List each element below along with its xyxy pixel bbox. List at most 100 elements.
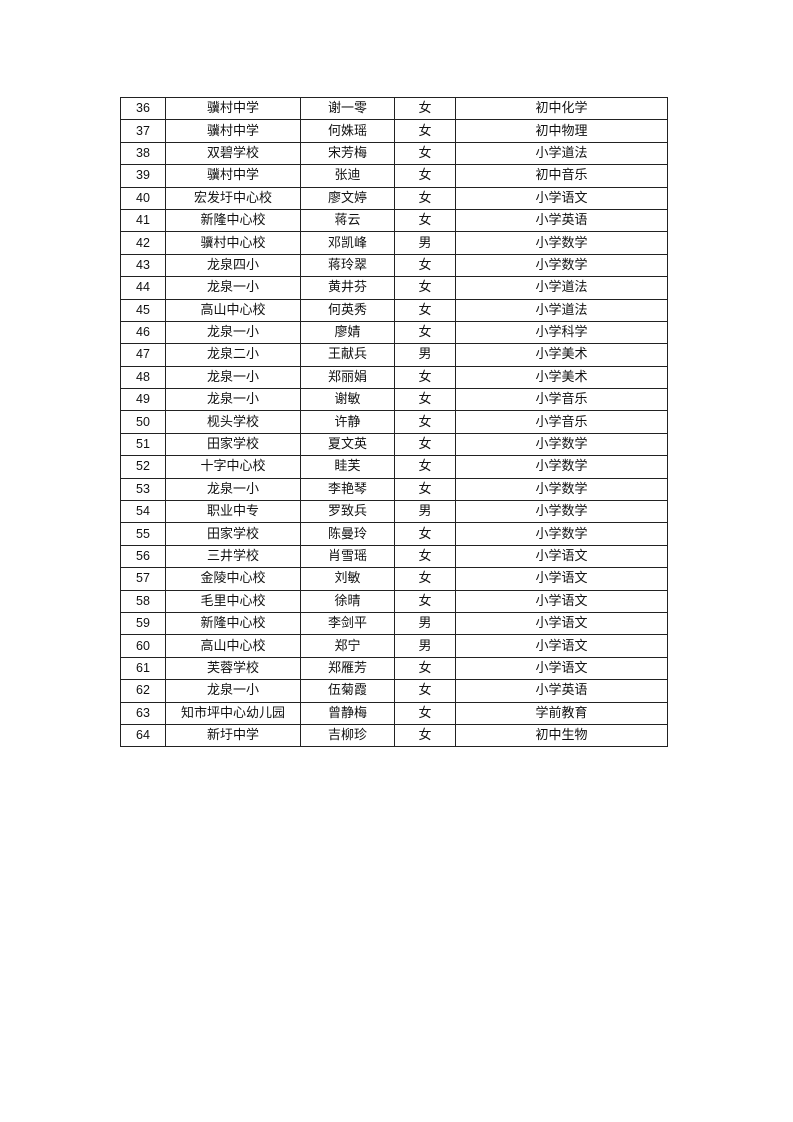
table-row: 49 龙泉一小 谢敏女小学音乐 — [120, 388, 668, 412]
cell-gender: 男 — [394, 634, 456, 658]
cell-gender: 女 — [394, 455, 456, 479]
table-row: 64 新圩中学 吉柳珍女初中生物 — [120, 723, 668, 748]
cell-subject: 小学美术 — [455, 365, 668, 390]
cell-school: 双碧学校 — [165, 141, 301, 166]
table-row: 37 骥村中学 何姝瑶女初中物理 — [120, 119, 668, 143]
cell-number: 61 — [120, 656, 166, 681]
table-row: 38 双碧学校 宋芳梅女小学道法 — [120, 141, 668, 166]
cell-subject: 初中音乐 — [455, 164, 668, 188]
cell-name: 许静 — [300, 410, 395, 434]
cell-subject: 小学数学 — [455, 231, 668, 255]
cell-subject: 小学道法 — [455, 141, 668, 166]
cell-subject: 小学数学 — [455, 455, 668, 479]
cell-name: 曾静梅 — [300, 701, 395, 725]
cell-school: 三井学校 — [165, 544, 301, 569]
cell-gender: 女 — [394, 96, 456, 121]
cell-school: 骥村中心校 — [165, 231, 301, 255]
table-row: 56 三井学校 肖雪瑶女小学语文 — [120, 544, 668, 569]
cell-number: 53 — [120, 477, 166, 502]
cell-gender: 女 — [394, 679, 456, 703]
table-row: 51 田家学校 夏文英女小学数学 — [120, 432, 668, 457]
cell-gender: 女 — [394, 164, 456, 188]
cell-school: 骥村中学 — [165, 164, 301, 188]
cell-gender: 女 — [394, 477, 456, 502]
cell-name: 蒋云 — [300, 208, 395, 233]
cell-name: 李艳琴 — [300, 477, 395, 502]
cell-number: 41 — [120, 208, 166, 233]
cell-school: 新隆中心校 — [165, 611, 301, 636]
cell-school: 龙泉一小 — [165, 276, 301, 300]
cell-gender: 女 — [394, 365, 456, 390]
cell-gender: 女 — [394, 119, 456, 143]
cell-name: 眭芙 — [300, 455, 395, 479]
cell-gender: 男 — [394, 500, 456, 524]
cell-subject: 小学语文 — [455, 656, 668, 681]
cell-gender: 女 — [394, 410, 456, 434]
cell-number: 56 — [120, 544, 166, 569]
cell-school: 新隆中心校 — [165, 208, 301, 233]
table-row: 52 十字中心校 眭芙女小学数学 — [120, 455, 668, 479]
table-row: 43 龙泉四小 蒋玲翠女小学数学 — [120, 253, 668, 278]
cell-school: 宏发圩中心校 — [165, 186, 301, 210]
cell-name: 黄井芬 — [300, 276, 395, 300]
cell-subject: 小学英语 — [455, 679, 668, 703]
cell-school: 田家学校 — [165, 522, 301, 546]
cell-number: 51 — [120, 432, 166, 457]
cell-school: 毛里中心校 — [165, 589, 301, 613]
cell-name: 何姝瑶 — [300, 119, 395, 143]
cell-gender: 男 — [394, 231, 456, 255]
cell-number: 36 — [120, 96, 166, 121]
teacher-table: 36 骥村中学 谢一零女初中化学 37 骥村中学 何姝瑶女初中物理 38 双碧学校 宋芳梅女小学… — [120, 96, 668, 748]
cell-name: 蒋玲翠 — [300, 253, 395, 278]
cell-number: 57 — [120, 567, 166, 591]
table-row: 59 新隆中心校 李剑平男小学语文 — [120, 611, 668, 636]
cell-name: 陈曼玲 — [300, 522, 395, 546]
cell-school: 十字中心校 — [165, 455, 301, 479]
table-row: 62 龙泉一小 伍菊霞女小学英语 — [120, 679, 668, 703]
table-row: 40 宏发圩中心校 廖文婷女小学语文 — [120, 186, 668, 210]
cell-gender: 女 — [394, 567, 456, 591]
cell-school: 金陵中心校 — [165, 567, 301, 591]
cell-subject: 小学语文 — [455, 611, 668, 636]
cell-gender: 男 — [394, 611, 456, 636]
table-row: 54 职业中专 罗致兵男小学数学 — [120, 500, 668, 524]
cell-number: 54 — [120, 500, 166, 524]
cell-subject: 小学语文 — [455, 567, 668, 591]
table-row: 55 田家学校 陈曼玲女小学数学 — [120, 522, 668, 546]
cell-school: 龙泉一小 — [165, 365, 301, 390]
table-row: 63 知市坪中心幼儿园 曾静梅女学前教育 — [120, 701, 668, 725]
cell-gender: 女 — [394, 253, 456, 278]
cell-gender: 女 — [394, 141, 456, 166]
cell-school: 龙泉一小 — [165, 388, 301, 412]
cell-gender: 女 — [394, 522, 456, 546]
cell-school: 龙泉二小 — [165, 343, 301, 367]
cell-number: 45 — [120, 298, 166, 322]
table-row: 42 骥村中心校 邓凯峰男小学数学 — [120, 231, 668, 255]
cell-name: 郑丽娟 — [300, 365, 395, 390]
cell-number: 37 — [120, 119, 166, 143]
cell-gender: 女 — [394, 656, 456, 681]
table-row: 60 高山中心校 郑宁男小学语文 — [120, 634, 668, 658]
cell-name: 罗致兵 — [300, 500, 395, 524]
cell-name: 郑雁芳 — [300, 656, 395, 681]
table-row: 45 高山中心校 何英秀女小学道法 — [120, 298, 668, 322]
cell-name: 吉柳珍 — [300, 723, 395, 748]
cell-school: 知市坪中心幼儿园 — [165, 701, 301, 725]
table-row: 57 金陵中心校 刘敏女小学语文 — [120, 567, 668, 591]
cell-name: 徐晴 — [300, 589, 395, 613]
cell-subject: 小学语文 — [455, 544, 668, 569]
cell-number: 50 — [120, 410, 166, 434]
cell-name: 王献兵 — [300, 343, 395, 367]
cell-name: 邓凯峰 — [300, 231, 395, 255]
cell-subject: 小学音乐 — [455, 410, 668, 434]
table-row: 50 枧头学校 许静女小学音乐 — [120, 410, 668, 434]
cell-subject: 小学道法 — [455, 276, 668, 300]
cell-number: 64 — [120, 723, 166, 748]
cell-school: 骥村中学 — [165, 96, 301, 121]
cell-school: 高山中心校 — [165, 298, 301, 322]
cell-gender: 女 — [394, 186, 456, 210]
cell-school: 龙泉一小 — [165, 477, 301, 502]
table-row: 47 龙泉二小 王献兵男小学美术 — [120, 343, 668, 367]
table-row: 58 毛里中心校 徐晴女小学语文 — [120, 589, 668, 613]
cell-name: 谢一零 — [300, 96, 395, 121]
